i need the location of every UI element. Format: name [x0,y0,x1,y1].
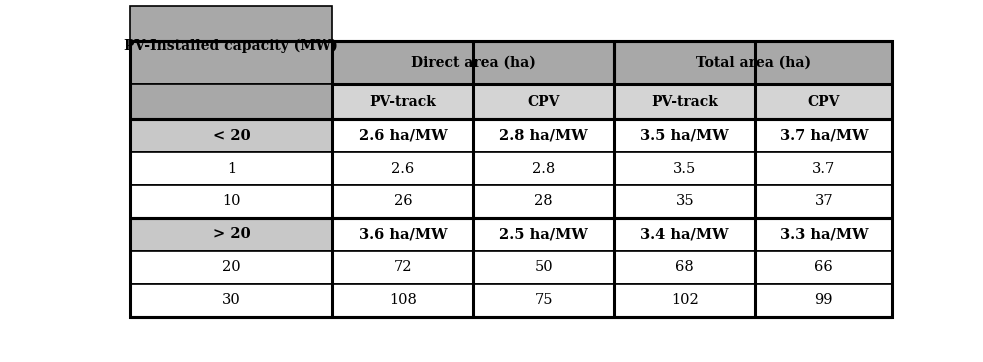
Text: 3.7 ha/MW: 3.7 ha/MW [780,129,868,143]
Text: < 20: < 20 [212,129,251,143]
Text: 50: 50 [535,260,553,274]
Text: 37: 37 [815,194,833,209]
Bar [614,218,755,251]
Text: 2.8 ha/MW: 2.8 ha/MW [499,129,588,143]
Text: 2.6 ha/MW: 2.6 ha/MW [359,129,447,143]
Bar [131,284,332,317]
Bar [332,119,474,152]
Bar [131,218,332,251]
Text: 10: 10 [222,194,241,209]
Text: 99: 99 [815,293,833,307]
Bar [474,251,614,284]
Bar [474,152,614,185]
Bar [614,185,755,218]
Bar [474,84,614,119]
Text: 66: 66 [814,260,834,274]
Bar [131,119,332,152]
Bar [332,84,474,119]
Bar [755,185,893,218]
Text: CPV: CPV [528,95,560,109]
Bar [755,218,893,251]
Bar [332,284,474,317]
Text: 30: 30 [222,293,241,307]
Bar [474,284,614,317]
Text: 35: 35 [675,194,694,209]
Bar [474,218,614,251]
Bar [332,251,474,284]
Text: CPV: CPV [808,95,839,109]
Bar [614,152,755,185]
Text: 68: 68 [675,260,694,274]
Text: PV-track: PV-track [370,95,436,109]
Bar [614,84,755,119]
Text: > 20: > 20 [212,227,251,241]
Text: 3.5 ha/MW: 3.5 ha/MW [640,129,729,143]
Bar [614,41,893,84]
Text: 2.6: 2.6 [391,161,415,176]
Text: 72: 72 [393,260,412,274]
Bar [614,251,755,284]
Text: Direct area (ha): Direct area (ha) [411,56,536,70]
Bar [131,251,332,284]
Text: 2.8: 2.8 [532,161,555,176]
Bar [332,41,614,84]
Text: 102: 102 [670,293,699,307]
Bar [131,7,332,84]
Bar [474,119,614,152]
Text: PV-Installed capacity (MW): PV-Installed capacity (MW) [125,38,338,52]
Bar [131,152,332,185]
Bar [332,218,474,251]
Text: 3.7: 3.7 [812,161,836,176]
Text: 26: 26 [393,194,412,209]
Bar [755,152,893,185]
Text: 3.3 ha/MW: 3.3 ha/MW [780,227,868,241]
Bar [131,84,332,119]
Text: 3.5: 3.5 [673,161,696,176]
Text: 75: 75 [535,293,553,307]
Bar [332,152,474,185]
Text: 28: 28 [535,194,553,209]
Bar [755,251,893,284]
Bar [755,284,893,317]
Text: PV-track: PV-track [652,95,719,109]
Bar [614,119,755,152]
Bar [131,185,332,218]
Bar [474,185,614,218]
Text: 3.6 ha/MW: 3.6 ha/MW [359,227,447,241]
Bar [332,185,474,218]
Bar [755,84,893,119]
Text: Total area (ha): Total area (ha) [696,56,811,70]
Text: 108: 108 [389,293,417,307]
Text: 2.5 ha/MW: 2.5 ha/MW [499,227,588,241]
Bar [614,284,755,317]
Text: 3.4 ha/MW: 3.4 ha/MW [641,227,729,241]
Text: 1: 1 [227,161,236,176]
Bar [755,119,893,152]
Text: 20: 20 [222,260,241,274]
